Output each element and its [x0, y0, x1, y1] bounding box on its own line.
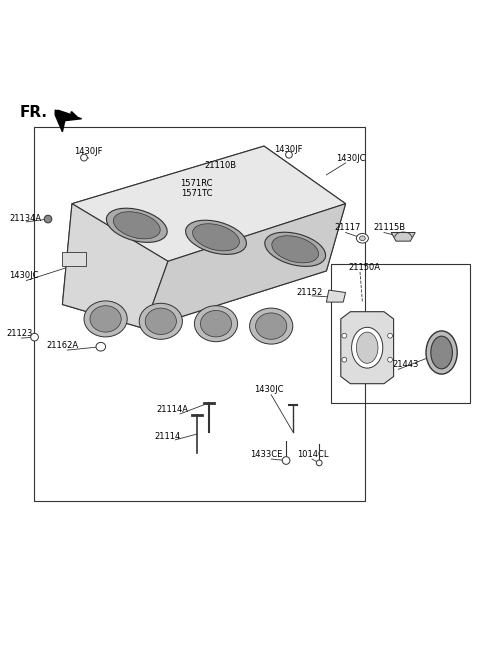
- Ellipse shape: [356, 332, 378, 363]
- Text: 21152: 21152: [297, 288, 323, 297]
- Ellipse shape: [356, 233, 369, 243]
- Polygon shape: [341, 311, 394, 384]
- Text: 1430JC: 1430JC: [254, 386, 284, 394]
- Ellipse shape: [426, 331, 457, 374]
- Ellipse shape: [286, 151, 292, 158]
- Text: FR.: FR.: [19, 105, 47, 120]
- Text: 1430JF: 1430JF: [274, 145, 302, 154]
- Ellipse shape: [360, 236, 365, 240]
- Polygon shape: [62, 146, 346, 328]
- Ellipse shape: [351, 327, 383, 368]
- Ellipse shape: [342, 357, 347, 362]
- Ellipse shape: [201, 311, 231, 337]
- Polygon shape: [62, 252, 86, 266]
- Ellipse shape: [256, 313, 287, 339]
- Text: 1571RC
1571TC: 1571RC 1571TC: [180, 179, 213, 198]
- Text: 1430JC: 1430JC: [336, 154, 365, 162]
- Text: 21117: 21117: [335, 223, 361, 232]
- Ellipse shape: [139, 304, 182, 339]
- Text: 21440: 21440: [361, 318, 387, 327]
- Text: 1430JC: 1430JC: [9, 271, 39, 280]
- Ellipse shape: [81, 154, 87, 161]
- Ellipse shape: [316, 460, 322, 466]
- Ellipse shape: [282, 457, 290, 464]
- Ellipse shape: [431, 336, 452, 369]
- Ellipse shape: [31, 333, 38, 341]
- Text: 21443: 21443: [393, 360, 419, 369]
- Ellipse shape: [192, 224, 240, 251]
- Text: 21134A: 21134A: [9, 214, 41, 223]
- Text: 21115B: 21115B: [374, 223, 406, 232]
- Text: 21162A: 21162A: [47, 341, 78, 350]
- Bar: [331, 263, 470, 403]
- Ellipse shape: [388, 357, 393, 362]
- Ellipse shape: [342, 333, 347, 338]
- Text: 21114A: 21114A: [157, 405, 189, 414]
- Ellipse shape: [90, 306, 121, 332]
- Ellipse shape: [84, 301, 127, 337]
- Ellipse shape: [265, 232, 325, 266]
- Text: 21114: 21114: [154, 432, 180, 441]
- Polygon shape: [72, 146, 346, 261]
- Text: 1433CE: 1433CE: [250, 450, 283, 459]
- Ellipse shape: [186, 220, 246, 254]
- Ellipse shape: [194, 306, 238, 342]
- Ellipse shape: [145, 308, 177, 334]
- Text: 1430JF: 1430JF: [74, 147, 103, 156]
- Polygon shape: [62, 204, 168, 328]
- Text: 21150A: 21150A: [349, 263, 381, 271]
- Text: 21110B: 21110B: [205, 161, 237, 170]
- Ellipse shape: [107, 208, 167, 242]
- Polygon shape: [326, 290, 346, 302]
- Text: 21123: 21123: [6, 328, 32, 338]
- Polygon shape: [55, 110, 82, 131]
- Text: 1014CL: 1014CL: [297, 450, 329, 459]
- Ellipse shape: [96, 342, 106, 351]
- Bar: [34, 127, 365, 501]
- Ellipse shape: [113, 212, 160, 239]
- Ellipse shape: [250, 308, 293, 344]
- Ellipse shape: [44, 215, 52, 223]
- Ellipse shape: [388, 333, 393, 338]
- Polygon shape: [144, 204, 346, 328]
- Ellipse shape: [272, 236, 319, 263]
- Polygon shape: [391, 233, 415, 241]
